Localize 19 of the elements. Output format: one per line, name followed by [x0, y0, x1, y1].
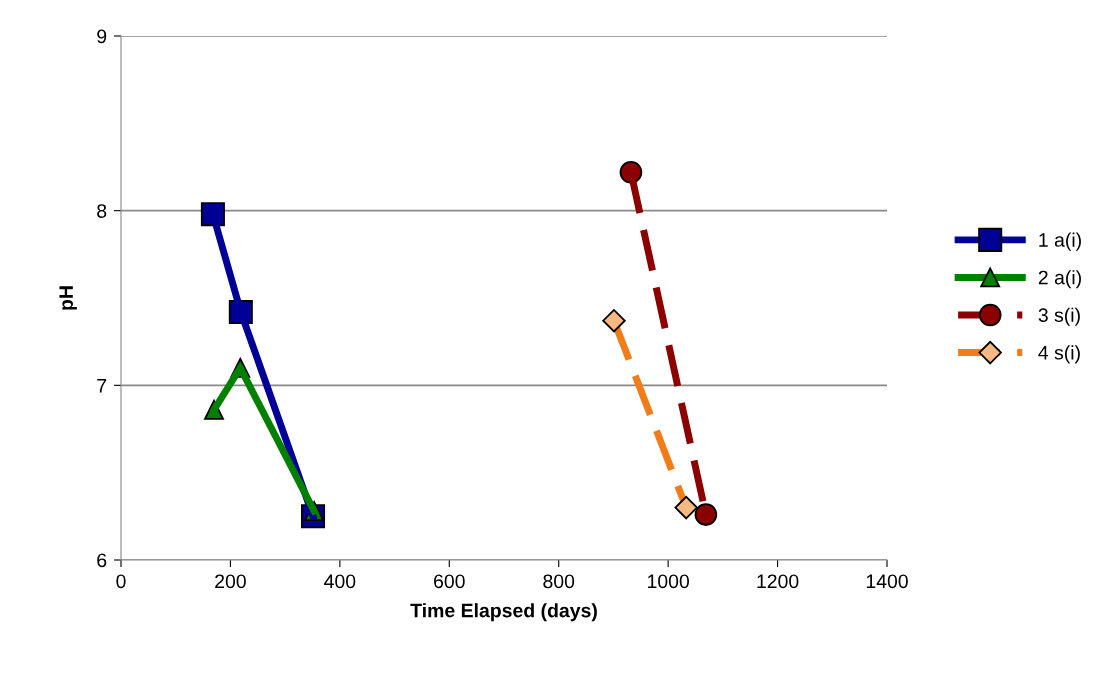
y-tick-label: 8: [97, 204, 107, 218]
y-axis-title: pH: [59, 286, 77, 310]
y-tick-label: 9: [97, 29, 107, 44]
x-tick-label: 1400: [866, 574, 908, 589]
x-tick-label: 800: [543, 574, 575, 589]
y-tick-label: 7: [97, 379, 107, 393]
x-tick-label: 0: [116, 574, 126, 589]
x-tick-label: 600: [434, 574, 465, 589]
x-tick-label: 1000: [648, 574, 690, 589]
x-tick-label: 1200: [757, 574, 799, 589]
legend-label: 4 s(i): [1038, 345, 1080, 364]
x-axis-title: Time Elapsed (days): [410, 603, 597, 622]
y-tick-label: 6: [97, 553, 107, 568]
x-tick-label: 200: [215, 574, 246, 589]
point: [694, 503, 718, 526]
legend-label: 1 a(i): [1039, 232, 1081, 251]
legend-label: 3 s(i): [1038, 307, 1080, 326]
x-tick-label: 400: [324, 574, 356, 589]
legend-label: 2 a(i): [1038, 270, 1081, 289]
